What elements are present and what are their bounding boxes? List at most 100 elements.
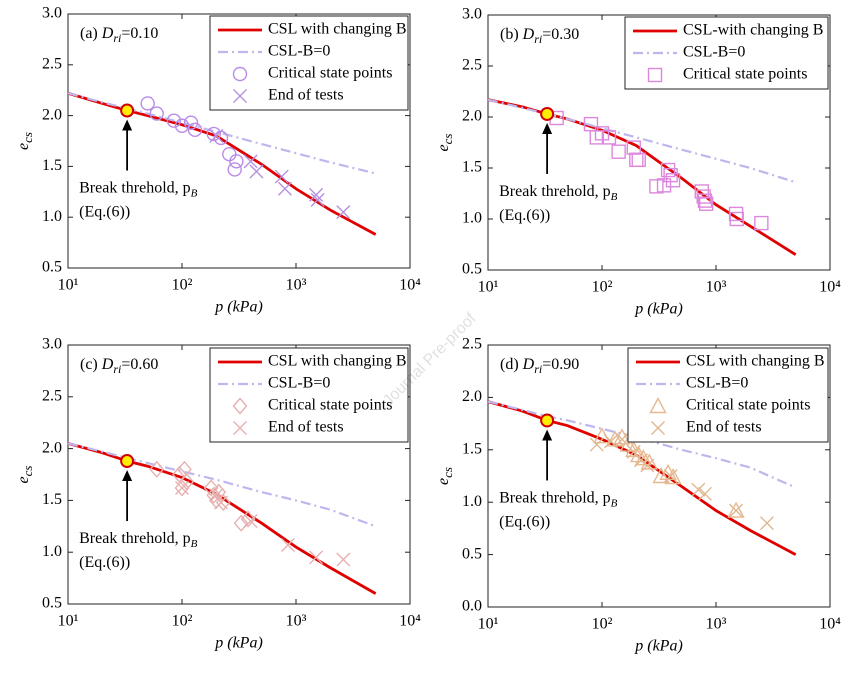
series-line: [67, 442, 377, 528]
panel-title: (b) Dri=0.30: [500, 26, 579, 46]
annotation-sub: B: [191, 187, 198, 199]
marker: [626, 444, 641, 459]
marker: [698, 196, 714, 211]
marker: [754, 215, 769, 231]
plot-area: [67, 13, 411, 269]
marker: [336, 205, 351, 220]
y-axis-label-sub: cs: [440, 134, 455, 145]
break-point: [540, 413, 555, 428]
marker: [222, 147, 237, 162]
panel-title: (d) Dri=0.90: [500, 356, 579, 376]
plot-area: [67, 344, 411, 605]
marker: [233, 421, 247, 435]
marker: [640, 453, 658, 470]
y-tick-label: 3.0: [42, 5, 62, 22]
title-part: (b): [500, 26, 523, 43]
annotation: Break threhold, pB: [499, 489, 618, 509]
y-axis-label-main: e: [15, 476, 32, 483]
x-axis-label: p (kPa): [634, 301, 683, 318]
title-part: ri: [534, 362, 542, 376]
marker: [663, 167, 678, 183]
break-point: [540, 106, 555, 121]
x-tick-label: 10¹: [478, 279, 499, 296]
y-tick-label: 2.5: [462, 57, 482, 74]
y-tick-label: 0.5: [462, 545, 482, 562]
marker: [619, 435, 637, 452]
annotation-text: (Eq.(6)): [79, 203, 130, 220]
legend-label: Critical state points: [268, 65, 392, 82]
x-tick-label: 10⁴: [819, 279, 841, 296]
x-axis-label: p (kPa): [634, 638, 683, 655]
y-tick-label: 2.0: [42, 439, 62, 456]
legend-label: CSL-B=0: [268, 43, 330, 60]
series-line: [487, 400, 797, 489]
marker: [729, 503, 744, 518]
annotation: (Eq.(6)): [79, 203, 130, 220]
series-line: [67, 442, 377, 595]
y-tick-label: 2.0: [462, 108, 482, 125]
marker: [232, 397, 248, 415]
y-tick-label: 1.0: [42, 208, 62, 225]
plot-area: [487, 344, 831, 608]
marker: [613, 428, 631, 445]
marker: [604, 434, 619, 449]
marker: [336, 552, 351, 567]
legend-label: CSL with changing B: [268, 21, 407, 38]
series-line: [487, 98, 797, 256]
y-tick-label: 1.5: [462, 440, 482, 457]
title-part: D: [101, 25, 114, 42]
y-axis-label-sub: cs: [440, 467, 455, 478]
y-axis-label: ecs: [435, 467, 455, 485]
series-line: [487, 400, 797, 556]
y-tick-label: 2.0: [42, 106, 62, 123]
title-part: (a): [80, 25, 102, 42]
panel-title: (c) Dri=0.60: [80, 356, 158, 376]
marker: [280, 537, 295, 552]
annotation: Break threhold, pB: [79, 179, 198, 199]
marker: [649, 397, 667, 414]
legend-box: [209, 15, 409, 111]
title-part: ri: [534, 32, 542, 46]
marker: [631, 152, 646, 168]
marker: [660, 162, 676, 178]
annotation-sub: B: [191, 538, 198, 550]
title-part: D: [522, 356, 535, 373]
marker: [249, 164, 264, 179]
x-tick-label: 10²: [172, 277, 193, 294]
x-axis-label: p (kPa): [214, 299, 263, 316]
y-tick-label: 3.0: [462, 6, 482, 23]
marker: [243, 154, 258, 169]
marker: [309, 550, 324, 565]
marker: [663, 469, 678, 483]
marker: [727, 501, 745, 518]
x-tick-label: 10⁴: [399, 277, 421, 294]
y-tick-label: 0.5: [462, 261, 482, 278]
marker: [203, 479, 219, 497]
legend-box: [627, 347, 829, 443]
marker: [187, 122, 203, 138]
marker: [233, 514, 249, 532]
annotation-text: Break threhold, p: [499, 183, 611, 200]
marker: [172, 465, 187, 484]
legend-label: CSL-with changing B: [683, 22, 823, 39]
annotation: (Eq.(6)): [79, 554, 130, 571]
marker: [651, 421, 665, 435]
x-tick-label: 10²: [592, 279, 613, 296]
marker: [174, 479, 190, 497]
annotation-sub: B: [611, 497, 618, 509]
marker: [274, 169, 289, 184]
marker: [227, 162, 242, 177]
title-part: =0.30: [542, 26, 579, 43]
y-tick-label: 1.5: [42, 157, 62, 174]
marker: [697, 193, 713, 208]
marker: [149, 460, 165, 478]
y-tick-label: 3.0: [42, 336, 62, 353]
annotation-arrowhead: [542, 429, 553, 441]
x-tick-label: 10²: [592, 616, 613, 633]
annotation-text: Break threhold, p: [499, 489, 611, 506]
marker: [309, 187, 324, 202]
marker: [640, 458, 655, 473]
marker: [611, 144, 626, 159]
marker: [243, 514, 258, 529]
